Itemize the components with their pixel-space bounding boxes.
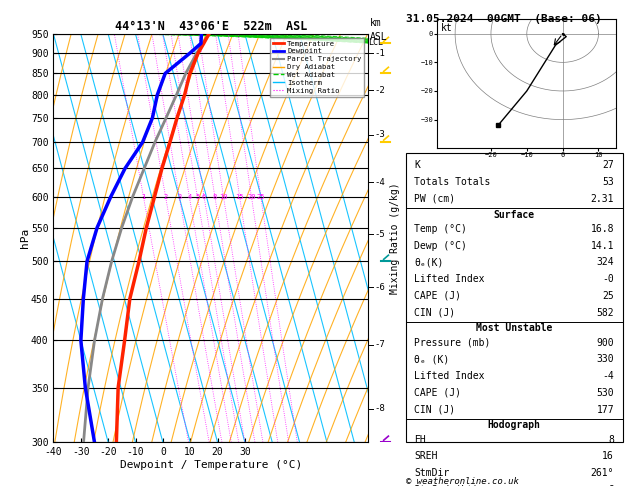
Text: -4: -4 xyxy=(603,371,614,381)
Text: CIN (J): CIN (J) xyxy=(415,308,455,318)
Text: Mixing Ratio (g/kg): Mixing Ratio (g/kg) xyxy=(390,182,399,294)
Text: Temp (°C): Temp (°C) xyxy=(415,224,467,234)
Text: 5: 5 xyxy=(195,194,199,200)
Text: 324: 324 xyxy=(596,258,614,267)
Text: -5: -5 xyxy=(375,229,386,239)
Text: kt: kt xyxy=(441,23,452,34)
Text: 15: 15 xyxy=(235,194,244,200)
Text: © weatheronline.co.uk: © weatheronline.co.uk xyxy=(406,477,518,486)
Text: Totals Totals: Totals Totals xyxy=(415,177,491,187)
Text: -0: -0 xyxy=(603,274,614,284)
Text: 25: 25 xyxy=(257,194,265,200)
Text: 8: 8 xyxy=(608,434,614,445)
Text: LCL: LCL xyxy=(368,38,383,47)
Text: StmSpd (kt): StmSpd (kt) xyxy=(415,485,479,486)
Text: 27: 27 xyxy=(603,160,614,170)
X-axis label: Dewpoint / Temperature (°C): Dewpoint / Temperature (°C) xyxy=(120,460,302,470)
Text: ASL: ASL xyxy=(370,32,387,42)
Title: 44°13'N  43°06'E  522m  ASL: 44°13'N 43°06'E 522m ASL xyxy=(114,20,307,33)
Text: CAPE (J): CAPE (J) xyxy=(415,388,462,398)
Text: 582: 582 xyxy=(596,308,614,318)
Text: 14.1: 14.1 xyxy=(591,241,614,251)
Text: -7: -7 xyxy=(375,340,386,349)
Text: 530: 530 xyxy=(596,388,614,398)
Text: Surface: Surface xyxy=(494,209,535,220)
Text: Dewp (°C): Dewp (°C) xyxy=(415,241,467,251)
Text: 330: 330 xyxy=(596,354,614,364)
Text: StmDir: StmDir xyxy=(415,468,450,478)
Text: Pressure (mb): Pressure (mb) xyxy=(415,338,491,347)
Text: 2.31: 2.31 xyxy=(591,194,614,204)
Text: Lifted Index: Lifted Index xyxy=(415,371,485,381)
Text: -2: -2 xyxy=(375,86,386,95)
Text: EH: EH xyxy=(415,434,426,445)
Text: Lifted Index: Lifted Index xyxy=(415,274,485,284)
Text: 2: 2 xyxy=(164,194,168,200)
Text: 6: 6 xyxy=(202,194,206,200)
Text: Most Unstable: Most Unstable xyxy=(476,323,552,333)
Text: 9: 9 xyxy=(608,485,614,486)
Text: θₑ(K): θₑ(K) xyxy=(415,258,444,267)
Y-axis label: hPa: hPa xyxy=(19,228,30,248)
Text: -4: -4 xyxy=(375,178,386,187)
Text: 16: 16 xyxy=(603,451,614,461)
Legend: Temperature, Dewpoint, Parcel Trajectory, Dry Adiabat, Wet Adiabat, Isotherm, Mi: Temperature, Dewpoint, Parcel Trajectory… xyxy=(270,37,364,97)
Text: θₑ (K): θₑ (K) xyxy=(415,354,450,364)
Text: 31.05.2024  00GMT  (Base: 06): 31.05.2024 00GMT (Base: 06) xyxy=(406,14,601,24)
Text: CAPE (J): CAPE (J) xyxy=(415,291,462,301)
Text: 1: 1 xyxy=(142,194,145,200)
Text: 10: 10 xyxy=(220,194,228,200)
Text: km: km xyxy=(370,18,381,28)
Text: -8: -8 xyxy=(375,404,386,413)
Text: 53: 53 xyxy=(603,177,614,187)
Text: PW (cm): PW (cm) xyxy=(415,194,455,204)
Text: 16.8: 16.8 xyxy=(591,224,614,234)
Text: 8: 8 xyxy=(213,194,217,200)
Text: Hodograph: Hodograph xyxy=(487,420,541,431)
Text: 261°: 261° xyxy=(591,468,614,478)
Text: SREH: SREH xyxy=(415,451,438,461)
Text: 20: 20 xyxy=(247,194,255,200)
Text: 900: 900 xyxy=(596,338,614,347)
Text: -6: -6 xyxy=(375,282,386,292)
Text: CIN (J): CIN (J) xyxy=(415,405,455,415)
Text: 4: 4 xyxy=(187,194,191,200)
Text: 177: 177 xyxy=(596,405,614,415)
Text: -3: -3 xyxy=(375,130,386,139)
Text: 25: 25 xyxy=(603,291,614,301)
Text: -1: -1 xyxy=(375,49,386,58)
Text: 3: 3 xyxy=(177,194,181,200)
Text: K: K xyxy=(415,160,420,170)
